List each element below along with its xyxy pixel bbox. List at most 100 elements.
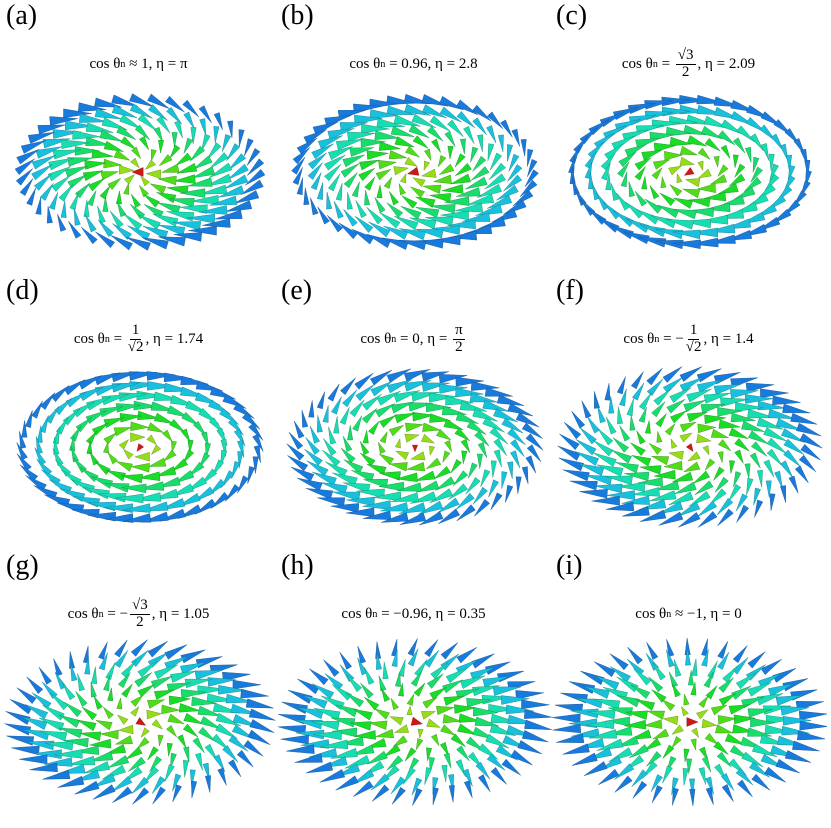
arrow (503, 174, 523, 192)
arrow (766, 437, 788, 454)
arrow (393, 724, 410, 733)
arrow (404, 433, 420, 443)
arrow (666, 639, 675, 657)
arrow (716, 497, 734, 516)
caption-lhs: cos θ (360, 330, 392, 347)
arrow (697, 511, 718, 528)
arrow (798, 454, 817, 472)
arrow (378, 453, 394, 466)
arrow (389, 191, 399, 206)
arrow (103, 417, 125, 428)
arrow (515, 476, 522, 494)
arrow (672, 471, 694, 483)
arrow (399, 172, 407, 184)
arrow (683, 167, 695, 176)
arrow (745, 146, 752, 163)
arrow (606, 490, 635, 500)
arrow (335, 704, 358, 718)
arrow (107, 452, 118, 465)
arrow (150, 444, 162, 455)
arrow (439, 106, 462, 123)
arrow (360, 138, 386, 148)
arrow (697, 183, 716, 193)
arrow (720, 144, 731, 159)
arrow (398, 239, 427, 251)
arrow (110, 234, 133, 251)
arrow (690, 682, 697, 696)
arrow (408, 124, 430, 139)
arrow (691, 658, 698, 676)
arrow (223, 174, 249, 189)
arrow (131, 167, 144, 177)
arrow (679, 432, 693, 443)
arrow (394, 450, 410, 461)
arrow (305, 488, 333, 500)
arrow (652, 728, 670, 740)
arrow (353, 709, 373, 721)
arrow (238, 129, 245, 147)
arrow (624, 144, 647, 158)
arrow (686, 758, 693, 774)
arrow (616, 192, 631, 211)
arrow (658, 511, 684, 526)
arrow (659, 192, 676, 207)
arrow (84, 657, 91, 675)
arrow (277, 725, 307, 735)
arrow (591, 495, 620, 506)
arrow (780, 428, 805, 443)
arrow (682, 768, 689, 786)
arrow (486, 111, 504, 129)
arrow (123, 448, 134, 460)
arrow (696, 379, 723, 393)
arrow (477, 134, 483, 152)
arrow (455, 387, 484, 398)
arrow (717, 508, 734, 526)
arrow (139, 185, 149, 198)
arrow (175, 152, 192, 166)
arrow (418, 511, 444, 526)
arrow (192, 155, 213, 170)
arrow (362, 500, 391, 510)
arrow (217, 767, 227, 786)
arrow (442, 714, 461, 724)
arrow (456, 745, 470, 762)
arrow (27, 132, 55, 144)
arrow (799, 710, 827, 721)
arrow (477, 442, 488, 458)
arrow (631, 769, 648, 787)
arrow (463, 126, 475, 144)
arrow (48, 192, 59, 210)
arrow (423, 160, 431, 172)
arrow (609, 224, 634, 240)
arrow (641, 150, 662, 161)
arrow (332, 472, 358, 486)
arrow (69, 192, 79, 211)
arrow (39, 392, 56, 410)
arrow (724, 733, 745, 745)
arrow (620, 171, 628, 188)
arrow (794, 465, 809, 484)
arrow (705, 787, 714, 805)
arrow (702, 445, 710, 456)
arrow (89, 751, 114, 762)
arrow (15, 168, 33, 186)
arrow (317, 135, 343, 150)
arrow (430, 733, 440, 746)
arrow (459, 138, 466, 154)
arrow (747, 682, 772, 697)
arrow (297, 678, 320, 695)
arrow (78, 113, 108, 123)
arrow (700, 125, 723, 140)
arrow (116, 714, 129, 725)
arrow (154, 412, 174, 424)
arrow (386, 95, 415, 105)
fraction: √3 2 (130, 597, 150, 631)
arrow (228, 153, 247, 171)
arrow (379, 415, 397, 428)
arrow (326, 191, 333, 210)
arrow (326, 215, 344, 233)
arrow (109, 210, 124, 229)
arrow (391, 786, 406, 805)
